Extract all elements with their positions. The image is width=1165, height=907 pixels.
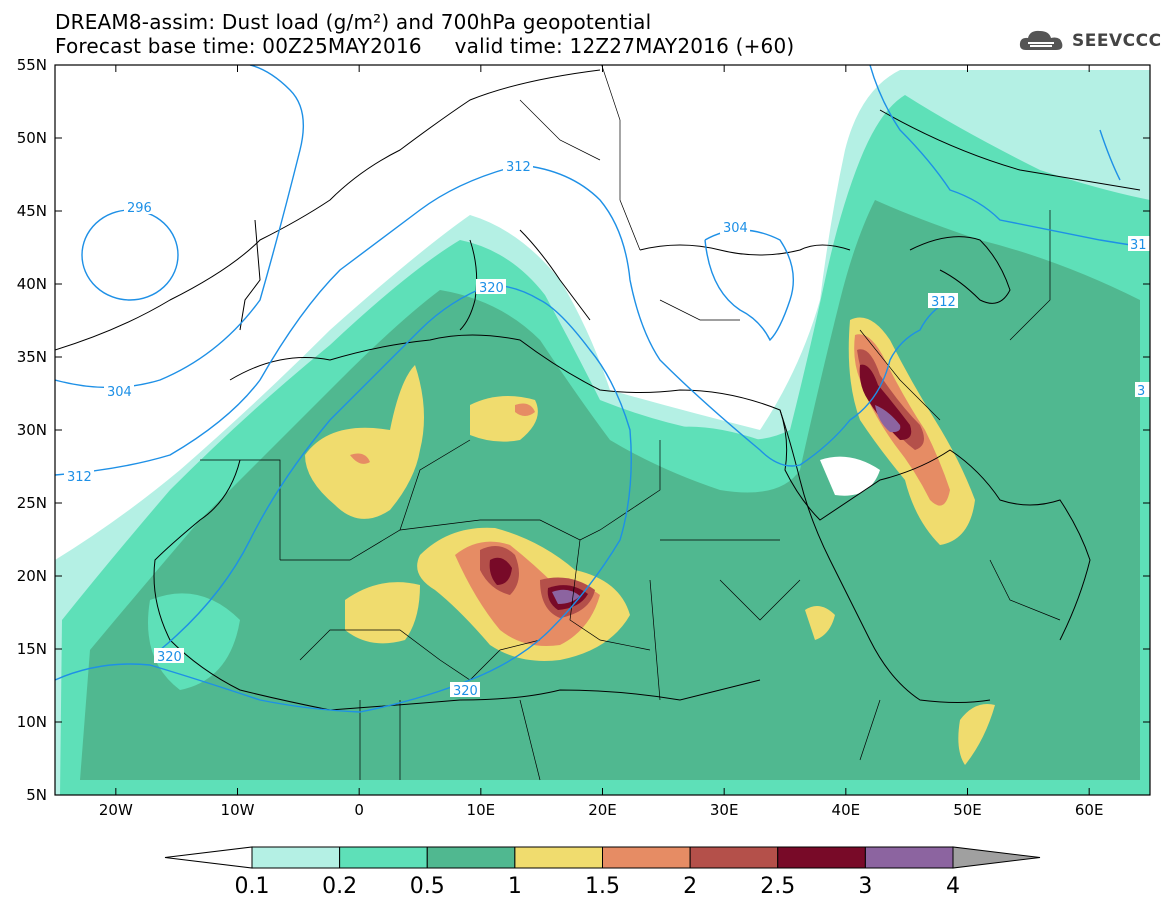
logo-text: SEEVCCC: [1072, 31, 1162, 51]
colorbar-label: 0.2: [322, 874, 357, 899]
lat-tick-label: 15N: [17, 640, 47, 658]
lat-tick-label: 35N: [17, 348, 47, 366]
coastlines: [55, 69, 1141, 711]
contour-label-312-e: 312: [931, 295, 956, 310]
lon-tick-label: 0: [354, 801, 364, 819]
colorbar-label: 1: [508, 874, 522, 899]
contour-312-west: [55, 164, 951, 476]
dust-level-3-b: [875, 405, 901, 433]
colorbar-segment: [864, 846, 954, 869]
dust-hole-3: [820, 456, 880, 496]
lon-ticks: 20W 10W 0 10E 20E 30E 40E 50E 60E: [99, 65, 1104, 819]
contour-label-296: 296: [127, 201, 152, 216]
colorbar-label: 0.1: [235, 874, 270, 899]
contour-label-312-w: 312: [67, 470, 92, 485]
lat-tick-label: 20N: [17, 567, 47, 585]
lat-tick-label: 10N: [17, 713, 47, 731]
colorbar-label: 0.5: [410, 874, 445, 899]
lon-tick-label: 20W: [99, 801, 133, 819]
colorbar-segment: [339, 846, 428, 869]
lat-tick-label: 40N: [17, 275, 47, 293]
contour-label-304-w: 304: [107, 385, 132, 400]
dust-level-1.5-d: [515, 403, 535, 416]
dust-hole-1: [660, 426, 767, 480]
lon-tick-label: 10W: [221, 801, 255, 819]
chart-title-line2: Forecast base time: 00Z25MAY2016 valid t…: [55, 34, 795, 58]
lat-tick-label: 55N: [17, 56, 47, 74]
lat-tick-label: 30N: [17, 421, 47, 439]
colorbar: 0.1 0.2 0.5 1 1.5 2 2.5 3 4: [164, 846, 1041, 899]
geopotential-contours: [55, 65, 1150, 713]
borders: [200, 65, 1061, 781]
contour-label-320-w: 320: [157, 650, 182, 665]
contour-304-east: [704, 229, 795, 342]
lon-tick-label: 10E: [467, 801, 496, 819]
lat-tick-label: 50N: [17, 129, 47, 147]
colorbar-min-arrow: [164, 846, 253, 869]
colorbar-label: 2.5: [760, 874, 795, 899]
dust-level-1-f: [958, 704, 995, 765]
contour-label-3-far: 3: [1137, 384, 1145, 399]
chart-title-line1: DREAM8-assim: Dust load (g/m²) and 700hP…: [55, 10, 652, 34]
colorbar-label: 4: [946, 874, 960, 899]
colorbar-label: 2: [683, 874, 697, 899]
contour-label-312-n: 312: [506, 160, 531, 175]
dust-level-1.5-c: [350, 453, 370, 464]
colorbar-label: 1.5: [585, 874, 620, 899]
contour-label-320-s: 320: [453, 684, 478, 699]
contour-label-31-far: 31: [1130, 238, 1147, 253]
lon-tick-label: 40E: [832, 801, 861, 819]
dust-hole-2: [148, 593, 240, 690]
colorbar-segment: [602, 846, 691, 869]
dust-level-1-a: [305, 365, 424, 519]
dust-field: 296 304 312 320 312 320 320 304 312 31 3: [55, 65, 1150, 795]
colorbar-segment: [251, 846, 341, 869]
lat-tick-label: 25N: [17, 494, 47, 512]
dust-level-1-g: [805, 606, 835, 640]
colorbar-max-arrow: [952, 846, 1041, 869]
colorbar-segment: [689, 846, 779, 869]
lat-tick-label: 5N: [26, 786, 47, 804]
contour-label-group: 296 304 312 320 312 320 320 304 312 31 3: [64, 158, 1150, 699]
lon-tick-label: 30E: [710, 801, 739, 819]
contour-304-west: [55, 65, 305, 389]
contour-label-320-n: 320: [479, 281, 504, 296]
lon-tick-label: 50E: [953, 801, 982, 819]
cloud-icon: [1019, 30, 1063, 50]
dust-level-2.5-a: [489, 557, 512, 585]
contour-east-far: [1099, 129, 1121, 181]
lat-ticks: 55N 50N 45N 40N 35N 30N 25N 20N 15N 10N 5N: [17, 56, 1150, 804]
colorbar-segment: [777, 846, 866, 869]
colorbar-segment: [514, 846, 603, 869]
lon-tick-label: 20E: [588, 801, 617, 819]
logo: SEEVCCC: [1018, 28, 1162, 54]
colorbar-label: 3: [858, 874, 872, 899]
colorbar-segment: [426, 846, 516, 869]
dust-level-1-c: [345, 582, 420, 644]
dust-level-2.5-c: [859, 364, 912, 440]
contour-320: [55, 284, 632, 713]
contour-label-304-e: 304: [723, 221, 748, 236]
lon-tick-label: 60E: [1075, 801, 1104, 819]
lat-tick-label: 45N: [17, 202, 47, 220]
contour-312-east: [869, 65, 1150, 249]
